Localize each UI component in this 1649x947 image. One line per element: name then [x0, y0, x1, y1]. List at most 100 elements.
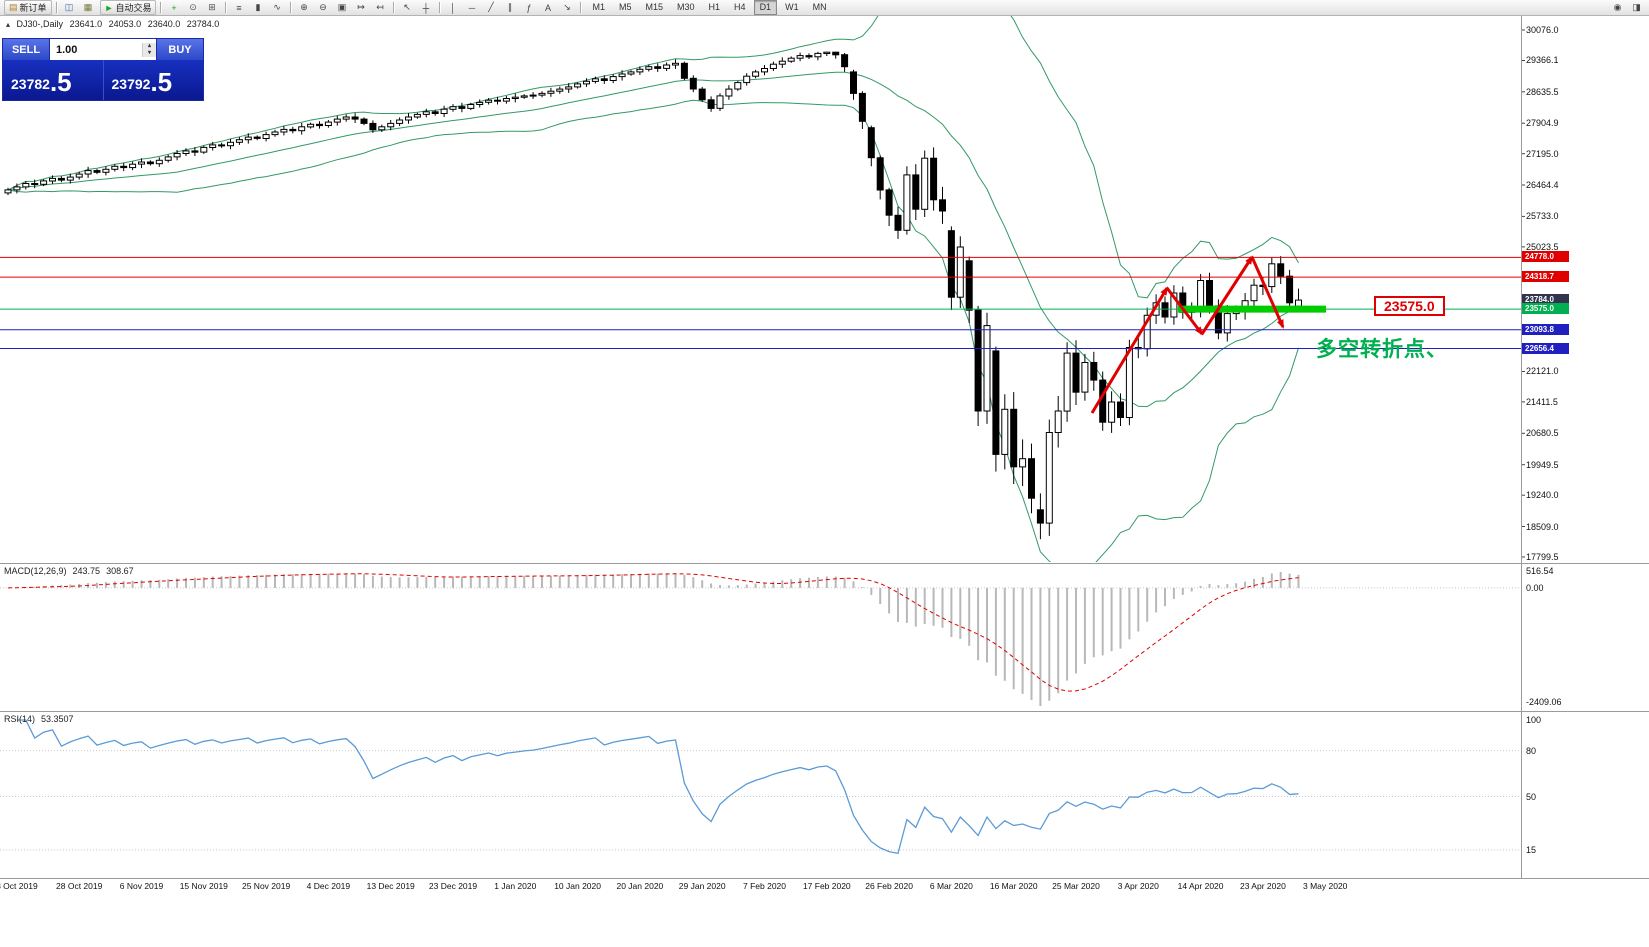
tile-windows-icon-glyph: ▣ [337, 2, 347, 12]
horizontal-line-icon[interactable]: ─ [464, 1, 481, 14]
macd-name: MACD(12,26,9) [4, 566, 67, 576]
trade-panel-top-row: SELL ▴ ▾ BUY [3, 39, 203, 60]
annotation-note[interactable]: 多空转折点、 [1316, 338, 1448, 361]
trade-panel-divider [102, 60, 104, 100]
charts-window-icon[interactable]: ◫ [62, 1, 79, 14]
text-label-icon-glyph: A [544, 2, 551, 13]
tile-windows-icon[interactable]: ▣ [334, 1, 351, 14]
trendline-icon[interactable]: ╱ [483, 1, 500, 14]
timeframe-m1[interactable]: M1 [592, 2, 605, 12]
trade-panel-prices: 23782.5 23792.5 [3, 60, 203, 100]
auto-trading-button-glyph: ► [104, 2, 114, 13]
bb-upper [7, 16, 1299, 299]
chart-settings-icon[interactable]: ⊞ [204, 1, 221, 14]
channel-icon-glyph: ∥ [507, 2, 513, 12]
bar-chart-icon[interactable]: ≡ [231, 1, 248, 14]
candlestick-icon[interactable]: ▮ [250, 1, 267, 14]
rsi-line [16, 719, 1299, 855]
trend-arrow-segment[interactable] [1165, 287, 1204, 336]
timeframe-m5[interactable]: M5 [618, 2, 632, 12]
clock-icon[interactable]: ⊙ [185, 1, 202, 14]
bar-chart-icon-glyph: ≡ [236, 2, 242, 13]
chart-settings-icon-glyph: ⊞ [208, 2, 216, 12]
volume-spinner: ▴ ▾ [142, 42, 156, 57]
arrow-tools-icon-glyph: ↘ [563, 2, 571, 12]
chart-shift-icon-glyph: ↤ [376, 2, 384, 12]
macd-label: MACD(12,26,9) 243.75 308.67 [4, 566, 140, 576]
rsi-label: RSI(14) 53.3507 [4, 714, 80, 724]
timeframe-h1[interactable]: H1 [708, 2, 721, 12]
trend-arrow-segment[interactable] [1250, 256, 1285, 329]
timeframe-w1[interactable]: W1 [785, 2, 799, 12]
vertical-line-icon-glyph: │ [450, 2, 456, 13]
rsi-value: 53.3507 [41, 714, 74, 724]
chart-symbol-period: DJ30-,Daily [16, 19, 64, 29]
bb-middle [7, 71, 1299, 408]
zoom-in-icon-glyph: ⊕ [300, 2, 308, 12]
ohlc-close: 23784.0 [186, 19, 220, 29]
macd-value-main: 243.75 [72, 566, 101, 576]
cursor-icon-glyph: ↖ [403, 2, 411, 12]
timeframe-d1[interactable]: D1 [753, 0, 778, 15]
buy-button[interactable]: BUY [157, 39, 203, 60]
crosshair-icon-glyph: ┼ [422, 2, 430, 13]
bb-lower [7, 99, 1299, 562]
line-chart-icon-glyph: ∿ [273, 2, 281, 12]
volume-field: ▴ ▾ [49, 39, 157, 60]
panels-icon[interactable]: ◨ [1632, 2, 1641, 12]
auto-trading-button[interactable]: ► 自动交易 [99, 0, 157, 15]
fibonacci-icon[interactable]: ƒ [521, 1, 538, 14]
timeframe-h4[interactable]: H4 [734, 2, 746, 12]
timeframe-mn[interactable]: MN [812, 2, 827, 12]
rsi-name: RSI(14) [4, 714, 36, 724]
timeframe-m15[interactable]: M15 [645, 2, 664, 12]
profiles-icon[interactable]: ▦ [81, 1, 98, 14]
auto-scroll-icon[interactable]: ↦ [353, 1, 370, 14]
candles [4, 51, 1302, 540]
price-annotation-label[interactable]: 23575.0 [1374, 296, 1445, 316]
price-pane[interactable] [0, 0, 1521, 572]
toolbar: ▤ 新订单 ◫ ▦ ► 自动交易 + ⊙ ⊞ ≡ ▮ ∿ ⊕ ⊖ ▣ ↦ ↤ ↖ ┼ │ ─ ╱ ∥ ƒ A ↘ M1 M5 M15 M… [0, 0, 1649, 16]
sell-price-base: 23782 [11, 76, 50, 92]
cursor-icon[interactable]: ↖ [399, 1, 416, 14]
buy-price[interactable]: 23792.5 [104, 60, 204, 100]
timeframe-group: M1 M5 M15 M30 H1 H4 D1 W1 MN [585, 0, 833, 15]
new-order-button-glyph: ▤ [9, 2, 18, 12]
chart-header: ▴ DJ30-,Daily 23641.0 24053.0 23640.0 23… [6, 19, 223, 29]
volume-down-button[interactable]: ▾ [143, 49, 156, 57]
toolbar-separator [393, 2, 396, 13]
vertical-line-icon[interactable]: │ [445, 1, 462, 14]
macd-signal-line [7, 573, 1299, 692]
arrow-tools-icon[interactable]: ↘ [559, 1, 576, 14]
ohlc-high: 24053.0 [108, 19, 142, 29]
profiles-icon-glyph: ▦ [83, 2, 93, 12]
toolbar-separator [160, 2, 163, 13]
sell-price[interactable]: 23782.5 [3, 60, 103, 100]
trend-arrow-segment[interactable] [1090, 286, 1169, 414]
crosshair-icon[interactable]: ┼ [418, 1, 435, 14]
pin-icon[interactable]: ◉ [1613, 2, 1622, 12]
zoom-out-icon[interactable]: ⊖ [315, 1, 332, 14]
zoom-in-icon[interactable]: ⊕ [296, 1, 313, 14]
macd-histogram [15, 572, 1300, 706]
macd-value-signal: 308.67 [106, 566, 134, 576]
sell-button[interactable]: SELL [3, 39, 49, 60]
timeframe-m30[interactable]: M30 [677, 2, 695, 12]
new-order-button[interactable]: ▤ 新订单 [4, 0, 52, 15]
volume-up-button[interactable]: ▴ [143, 42, 156, 50]
add-indicator-icon[interactable]: + [166, 1, 183, 14]
line-chart-icon[interactable]: ∿ [269, 1, 286, 14]
toolbar-separator [225, 2, 228, 13]
one-click-trading-panel: SELL ▴ ▾ BUY 23782.5 23792.5 [2, 38, 204, 101]
trend-arrow-segment[interactable] [1200, 255, 1254, 335]
volume-input[interactable] [50, 43, 142, 56]
text-label-icon[interactable]: A [540, 1, 557, 14]
clock-icon-glyph: ⊙ [189, 2, 197, 12]
charts-window-icon-glyph: ◫ [64, 2, 74, 12]
channel-icon[interactable]: ∥ [502, 1, 519, 14]
toolbar-separator [55, 2, 58, 13]
toolbar-separator [290, 2, 293, 13]
chart-shift-icon[interactable]: ↤ [372, 1, 389, 14]
